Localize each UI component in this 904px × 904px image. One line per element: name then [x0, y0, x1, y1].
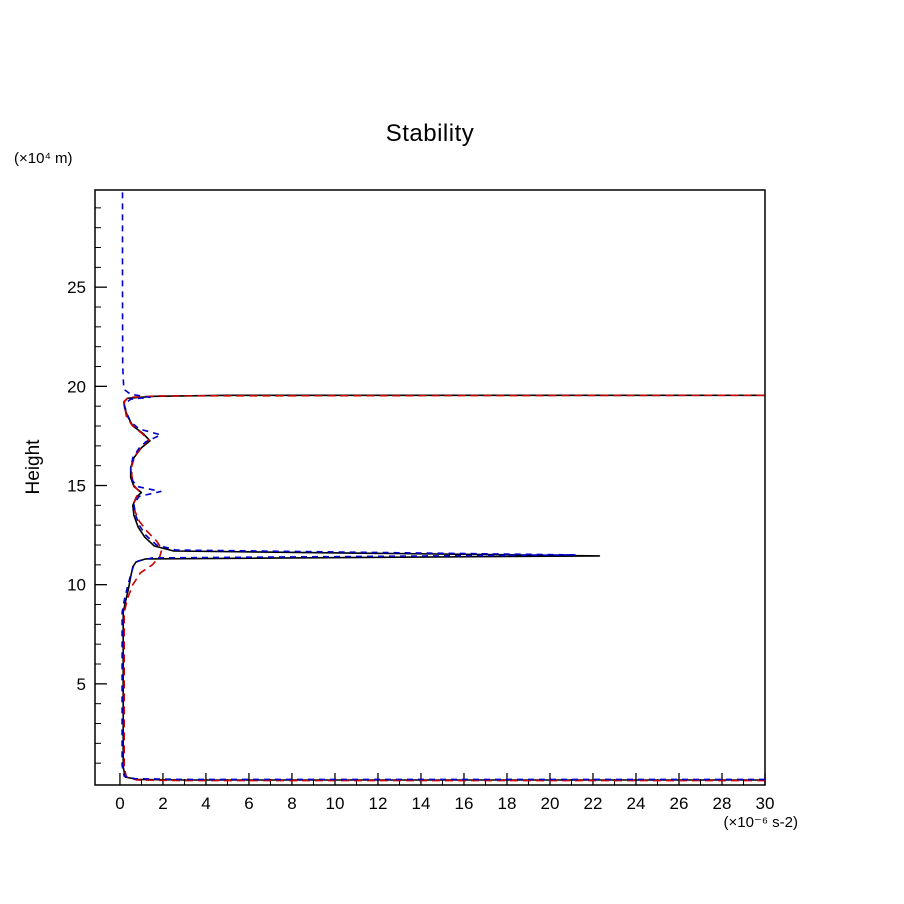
- chart-title: Stability: [385, 120, 475, 147]
- x-tick-label: 30: [756, 794, 775, 813]
- plot-frame: [94, 189, 766, 786]
- y-tick-label: 15: [67, 477, 86, 496]
- y-tick-label: 10: [67, 576, 86, 595]
- x-tick-label: 2: [158, 794, 167, 813]
- x-tick-label: 24: [627, 794, 646, 813]
- x-axis-unit-label: (×10⁻⁶ s-2): [723, 814, 798, 831]
- x-tick-label: 12: [369, 794, 388, 813]
- x-tick-label: 20: [541, 794, 560, 813]
- x-tick-label: 6: [244, 794, 253, 813]
- x-tick-label: 16: [455, 794, 474, 813]
- x-tick-label: 0: [115, 794, 124, 813]
- series-profile-dashed-red: [123, 394, 766, 782]
- y-tick-label: 5: [77, 675, 86, 694]
- x-tick-label: 8: [287, 794, 296, 813]
- x-tick-label: 22: [584, 794, 603, 813]
- y-tick-label: 20: [67, 377, 86, 396]
- x-tick-label: 14: [412, 794, 431, 813]
- y-axis-unit-label: (×10⁴ m): [14, 150, 73, 167]
- x-tick-label: 10: [326, 794, 345, 813]
- x-tick-label: 18: [498, 794, 517, 813]
- y-tick-label: 25: [67, 278, 86, 297]
- x-tick-label: 26: [670, 794, 689, 813]
- x-tick-label: 28: [713, 794, 732, 813]
- x-tick-label: 4: [201, 794, 210, 813]
- series-profile-dashed-blue: [121, 192, 765, 781]
- series-profile-solid-black: [122, 394, 765, 781]
